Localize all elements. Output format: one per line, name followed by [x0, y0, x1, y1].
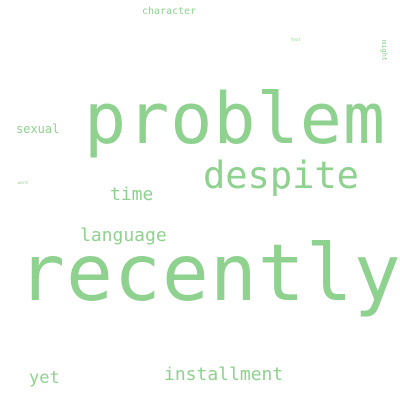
word-tiny-1: text — [291, 37, 301, 42]
word-sexual: sexual — [16, 122, 60, 136]
word-tiny-2: word — [18, 180, 28, 185]
word-language: language — [80, 225, 167, 246]
word-problem: problem — [84, 78, 387, 160]
word-yet: yet — [29, 368, 60, 388]
word-recently: recently — [18, 229, 400, 319]
word-might: might — [380, 40, 388, 62]
word-time: time — [110, 184, 154, 205]
word-installment: installment — [164, 364, 284, 385]
word-character: character — [142, 6, 197, 17]
word-despite: despite — [203, 154, 359, 197]
